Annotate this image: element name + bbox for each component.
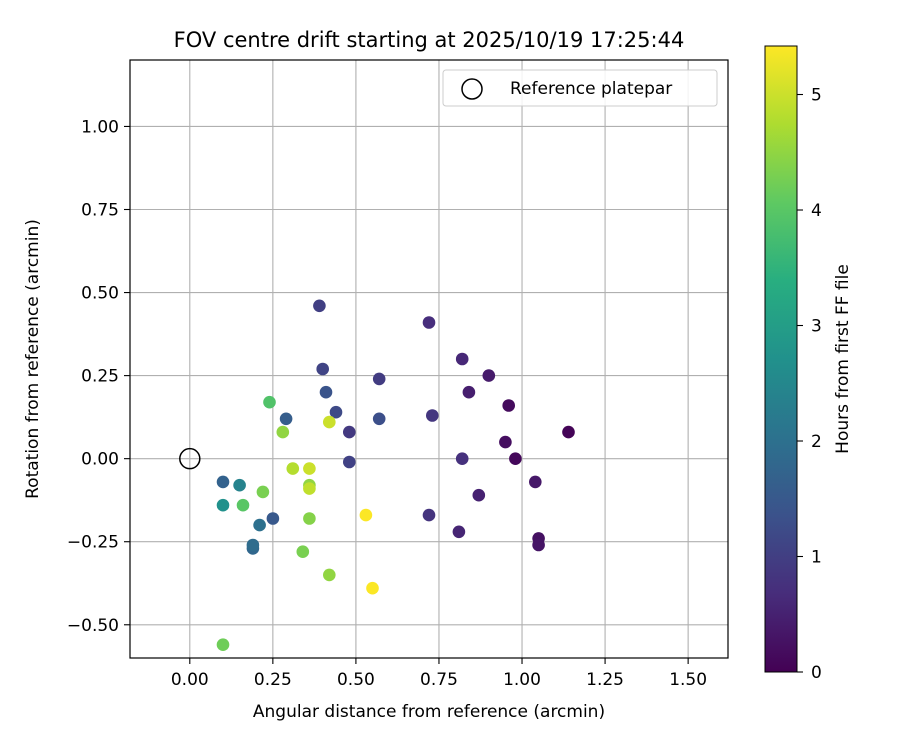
data-point bbox=[482, 369, 496, 382]
data-point bbox=[323, 568, 336, 582]
data-point bbox=[216, 638, 230, 651]
data-point bbox=[263, 395, 276, 409]
data-point bbox=[266, 512, 280, 525]
x-axis-ticks: 0.00 0.25 0.50 0.75 1.00 1.25 1.50 bbox=[171, 658, 707, 690]
y-tick-label: −0.50 bbox=[67, 616, 119, 636]
x-tick-label: 0.25 bbox=[254, 670, 292, 690]
colorbar-label: Hours from first FF file bbox=[833, 264, 853, 454]
x-axis-label: Angular distance from reference (arcmin) bbox=[253, 702, 605, 722]
data-point bbox=[509, 452, 522, 466]
data-point bbox=[502, 399, 515, 412]
data-point bbox=[256, 485, 270, 499]
chart-title: FOV centre drift starting at 2025/10/19 … bbox=[174, 28, 685, 52]
data-point bbox=[455, 352, 469, 366]
data-point bbox=[246, 538, 260, 552]
data-point bbox=[343, 455, 356, 469]
data-point bbox=[452, 525, 466, 539]
data-point bbox=[216, 475, 230, 489]
data-point bbox=[253, 518, 266, 532]
legend: Reference platepar bbox=[442, 69, 718, 107]
data-point bbox=[359, 508, 373, 522]
data-point bbox=[319, 385, 333, 399]
x-tick-label: 1.25 bbox=[586, 670, 624, 690]
legend-label: Reference platepar bbox=[510, 79, 672, 99]
x-tick-label: 0.00 bbox=[171, 670, 209, 690]
data-point bbox=[532, 538, 545, 552]
data-point bbox=[323, 415, 336, 429]
data-point bbox=[276, 425, 290, 439]
x-tick-label: 1.50 bbox=[669, 670, 707, 690]
data-points bbox=[216, 299, 575, 651]
colorbar-tick-label: 5 bbox=[811, 86, 822, 106]
data-point bbox=[303, 512, 316, 525]
y-tick-label: 0.25 bbox=[81, 367, 119, 387]
data-point bbox=[372, 412, 386, 426]
data-point bbox=[372, 372, 386, 386]
colorbar-tick-label: 3 bbox=[811, 317, 822, 337]
colorbar-tick-label: 1 bbox=[811, 548, 822, 568]
data-point bbox=[455, 452, 469, 466]
data-point bbox=[562, 425, 575, 439]
data-point bbox=[343, 425, 356, 439]
grid-lines bbox=[130, 60, 728, 658]
legend-box bbox=[442, 69, 718, 107]
data-point bbox=[422, 508, 436, 522]
colorbar-tick-label: 2 bbox=[811, 432, 822, 452]
legend-reference-marker bbox=[461, 78, 483, 100]
data-point bbox=[422, 316, 436, 329]
data-point bbox=[296, 545, 310, 558]
y-axis-label: Rotation from reference (arcmin) bbox=[23, 219, 43, 499]
data-point bbox=[279, 412, 293, 426]
data-point bbox=[499, 435, 512, 449]
data-point bbox=[462, 385, 476, 399]
y-tick-label: 0.75 bbox=[81, 201, 119, 221]
x-tick-label: 0.50 bbox=[337, 670, 375, 690]
colorbar-tick-label: 4 bbox=[811, 201, 822, 221]
data-point bbox=[303, 482, 316, 495]
plot-frame bbox=[129, 59, 729, 659]
data-point bbox=[366, 581, 379, 595]
data-point bbox=[472, 488, 486, 502]
y-tick-label: 0.50 bbox=[81, 284, 119, 304]
data-point bbox=[216, 498, 230, 512]
data-point bbox=[236, 498, 250, 512]
y-tick-label: 0.00 bbox=[81, 450, 119, 470]
data-point bbox=[313, 299, 326, 313]
data-point bbox=[426, 409, 439, 422]
data-point bbox=[303, 462, 316, 475]
data-point bbox=[329, 405, 343, 419]
data-point bbox=[233, 478, 246, 492]
data-point bbox=[316, 362, 330, 376]
reference-platepar-marker bbox=[179, 447, 201, 470]
colorbar bbox=[764, 45, 798, 673]
y-tick-label: −0.25 bbox=[67, 533, 119, 553]
data-point bbox=[529, 475, 542, 489]
y-tick-label: 1.00 bbox=[81, 117, 119, 137]
y-axis-ticks: −0.50 −0.25 0.00 0.25 0.50 0.75 1.00 bbox=[67, 117, 130, 636]
x-tick-label: 1.00 bbox=[503, 670, 541, 690]
x-tick-label: 0.75 bbox=[420, 670, 458, 690]
colorbar-ticks: 0 1 2 3 4 5 bbox=[797, 86, 822, 683]
data-point bbox=[286, 462, 300, 475]
colorbar-tick-label: 0 bbox=[811, 663, 822, 683]
